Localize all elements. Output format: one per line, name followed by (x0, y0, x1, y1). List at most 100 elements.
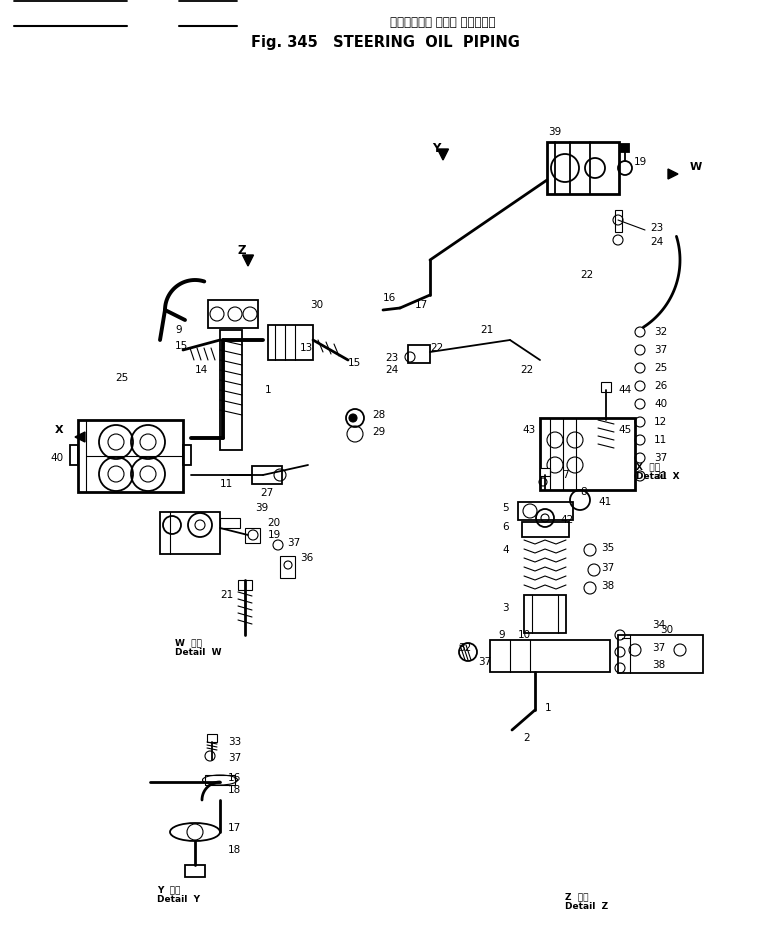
Text: 15: 15 (348, 358, 361, 368)
Text: 25: 25 (654, 363, 668, 373)
Text: 1: 1 (545, 703, 551, 713)
Bar (245, 528, 260, 543)
Text: 25: 25 (115, 373, 129, 383)
Bar (540, 418, 635, 490)
Text: 6: 6 (502, 522, 509, 532)
Polygon shape (243, 255, 253, 266)
Text: 18: 18 (228, 845, 241, 855)
Text: 21: 21 (480, 325, 494, 335)
Text: 44: 44 (618, 385, 631, 395)
Text: 3: 3 (502, 603, 509, 613)
Text: Y: Y (432, 142, 440, 155)
Bar (408, 345, 430, 363)
Text: 38: 38 (652, 660, 665, 670)
Text: 41: 41 (598, 497, 611, 507)
Text: 8: 8 (580, 487, 587, 497)
Text: 24: 24 (650, 237, 663, 247)
Text: 22: 22 (520, 365, 534, 375)
Text: 11: 11 (654, 435, 668, 445)
Text: 16: 16 (228, 773, 241, 783)
Text: 18: 18 (228, 785, 241, 795)
Text: 37: 37 (654, 345, 668, 355)
Text: 43: 43 (522, 425, 535, 435)
Text: 23: 23 (385, 353, 398, 363)
Text: 9: 9 (498, 630, 504, 640)
Text: 26: 26 (654, 381, 668, 391)
Polygon shape (668, 169, 678, 179)
Bar (522, 522, 569, 537)
Text: 39: 39 (548, 127, 561, 137)
Text: 21: 21 (220, 590, 233, 600)
Text: Fig. 345   STEERING  OIL  PIPING: Fig. 345 STEERING OIL PIPING (250, 35, 520, 49)
Text: 37: 37 (478, 657, 491, 667)
Text: 28: 28 (372, 410, 385, 420)
Bar (207, 734, 217, 742)
Text: 29: 29 (372, 427, 385, 437)
Bar (160, 512, 220, 554)
Text: 11: 11 (220, 479, 233, 489)
Text: 14: 14 (195, 365, 208, 375)
Bar (238, 580, 252, 590)
Text: 22: 22 (430, 343, 444, 353)
Text: 17: 17 (415, 300, 428, 310)
Text: X: X (55, 425, 64, 435)
Text: 2: 2 (523, 733, 530, 743)
Text: Y  図面
Detail  Y: Y 図面 Detail Y (157, 885, 200, 904)
Text: 37: 37 (652, 643, 665, 653)
Bar (540, 468, 550, 476)
Bar (490, 640, 610, 672)
Text: W  図面
Detail  W: W 図面 Detail W (175, 638, 222, 657)
Bar (621, 144, 629, 152)
Text: 33: 33 (228, 737, 241, 747)
Polygon shape (437, 149, 448, 160)
Text: 37: 37 (287, 538, 300, 548)
Text: 24: 24 (385, 365, 398, 375)
Text: 42: 42 (560, 515, 573, 525)
Bar (70, 445, 78, 465)
Bar (601, 382, 611, 392)
Text: 37: 37 (654, 453, 668, 463)
Bar (524, 595, 566, 633)
Text: 31: 31 (654, 471, 668, 481)
Text: 37: 37 (228, 753, 241, 763)
Circle shape (349, 414, 357, 422)
Bar (280, 556, 295, 578)
Text: 13: 13 (300, 343, 313, 353)
Text: 32: 32 (458, 643, 471, 653)
Bar (185, 865, 205, 877)
Bar (547, 142, 619, 194)
Text: 1: 1 (265, 385, 272, 395)
Text: 27: 27 (260, 488, 273, 498)
Text: 36: 36 (300, 553, 313, 563)
Bar (518, 502, 573, 520)
Text: 4: 4 (502, 545, 509, 555)
Text: 15: 15 (175, 341, 188, 351)
Text: 39: 39 (255, 503, 268, 513)
Bar (208, 300, 258, 328)
Text: 45: 45 (618, 425, 631, 435)
Text: 38: 38 (601, 581, 614, 591)
Polygon shape (75, 432, 85, 442)
Text: 40: 40 (654, 399, 667, 409)
Text: Z  図面
Detail  Z: Z 図面 Detail Z (565, 892, 608, 911)
Text: Z: Z (238, 244, 246, 257)
Bar (268, 325, 313, 360)
Text: 16: 16 (383, 293, 397, 303)
Text: 34: 34 (652, 620, 665, 630)
Text: 30: 30 (310, 300, 323, 310)
Text: 7: 7 (562, 470, 568, 480)
Text: 37: 37 (601, 563, 614, 573)
Text: 22: 22 (580, 270, 593, 280)
Text: 20: 20 (267, 518, 280, 528)
Text: ステアリング オイル パイピング: ステアリング オイル パイピング (390, 15, 496, 28)
Text: 10: 10 (518, 630, 531, 640)
Text: 17: 17 (228, 823, 241, 833)
Text: X  図面
Detail  X: X 図面 Detail X (636, 462, 680, 481)
Bar (252, 466, 282, 484)
Text: 30: 30 (660, 625, 673, 635)
Text: 5: 5 (502, 503, 509, 513)
Text: 12: 12 (654, 417, 668, 427)
Text: 19: 19 (634, 157, 648, 167)
Bar (205, 775, 235, 785)
Text: 32: 32 (654, 327, 668, 337)
